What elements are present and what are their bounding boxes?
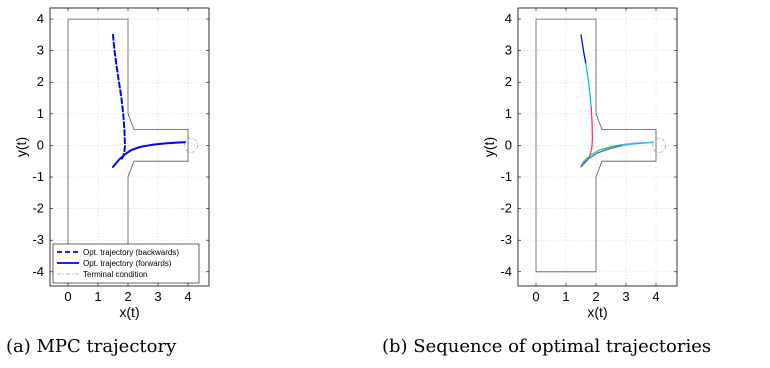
series-line-0	[580, 34, 587, 64]
panel-b-chart: 0 1 2 3 4 -4 -3 -2 -1 0 1 2 3 4 x(t) y(t)	[481, 7, 678, 320]
series-line-2	[580, 106, 594, 166]
y-tick-label: 2	[37, 74, 44, 89]
legend-entry: Opt. trajectory (forwards)	[83, 259, 172, 268]
x-axis-label: x(t)	[587, 304, 607, 320]
y-tick-label: 0	[37, 137, 44, 152]
y-tick-label: -3	[500, 232, 512, 247]
figure-canvas: 0 1 2 3 4 -4 -3 -2 -1 0 1 2 3 4 x(t) y(t) Opt. trajector…	[13, 7, 678, 320]
y-tick-label: 0	[505, 137, 512, 152]
y-tick-label: 1	[505, 106, 512, 121]
series-line-0	[112, 33, 126, 161]
y-tick-label: -4	[500, 264, 512, 279]
panel-a-chart: 0 1 2 3 4 -4 -3 -2 -1 0 1 2 3 4 x(t) y(t) Opt. trajector…	[13, 7, 210, 320]
y-axis-label: y(t)	[13, 137, 29, 157]
y-tick-label: -1	[500, 169, 512, 184]
terminal-condition-circle	[184, 138, 198, 153]
corridor-boundary	[535, 18, 657, 273]
y-tick-label: -4	[32, 264, 44, 279]
x-tick-label: 0	[532, 289, 539, 304]
axes-frame	[49, 7, 210, 287]
y-axis-label: y(t)	[481, 137, 497, 157]
terminal-condition-circle	[652, 138, 666, 153]
legend-entry: Terminal condition	[83, 270, 147, 279]
x-axis-label: x(t)	[119, 304, 139, 320]
y-tick-label: -2	[32, 201, 44, 216]
caption-a: (a) MPC trajectory	[6, 336, 177, 357]
axes-frame	[517, 7, 678, 287]
y-tick-label: 1	[37, 106, 44, 121]
legend-entry: Opt. trajectory (backwards)	[83, 248, 179, 257]
caption-b: (b) Sequence of optimal trajectories	[382, 336, 712, 357]
y-tick-label: 2	[505, 74, 512, 89]
x-tick-label: 2	[592, 289, 599, 304]
x-tick-label: 3	[622, 289, 629, 304]
y-tick-label: -1	[32, 169, 44, 184]
series-line-1	[585, 62, 592, 109]
x-tick-label: 2	[124, 289, 131, 304]
x-tick-label: 4	[652, 289, 659, 304]
series-line-3	[581, 143, 624, 164]
x-tick-label: 4	[184, 289, 191, 304]
x-tick-label: 1	[94, 289, 101, 304]
y-tick-label: -3	[32, 232, 44, 247]
series-line-1	[112, 141, 186, 168]
series-line-6	[622, 141, 654, 147]
x-tick-label: 0	[64, 289, 71, 304]
y-tick-label: 3	[505, 43, 512, 58]
y-tick-label: 4	[505, 11, 512, 26]
x-tick-label: 3	[154, 289, 161, 304]
y-tick-label: -2	[500, 201, 512, 216]
y-tick-label: 4	[37, 11, 44, 26]
y-tick-label: 3	[37, 43, 44, 58]
x-tick-label: 1	[562, 289, 569, 304]
series-line-4	[580, 144, 624, 168]
